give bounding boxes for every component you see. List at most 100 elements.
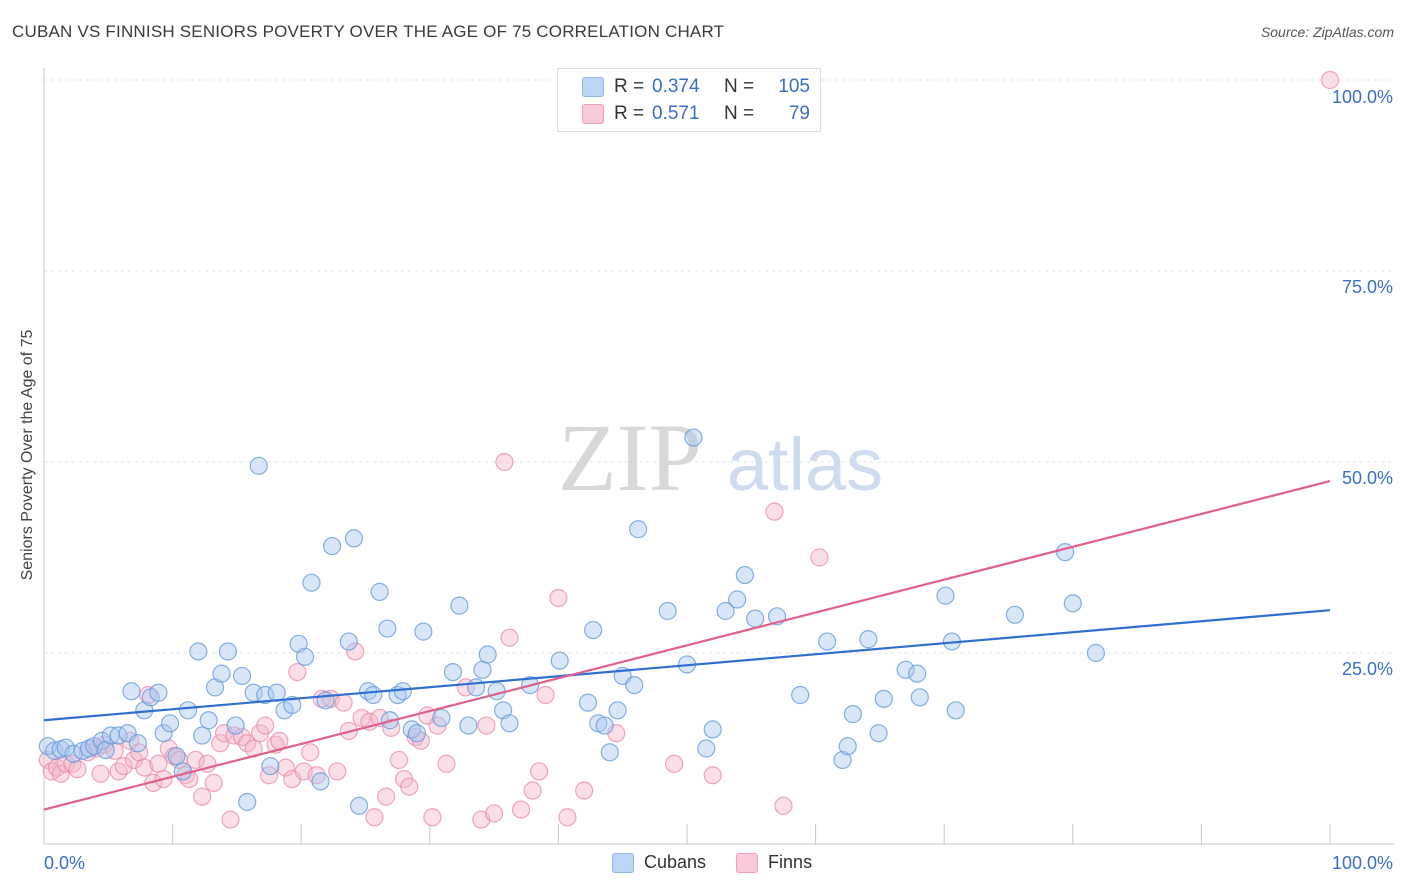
point-cubans	[283, 695, 302, 715]
point-cubans	[550, 651, 569, 670]
point-cubans	[256, 685, 275, 705]
legend-r-label: R =	[614, 103, 645, 124]
point-cubans	[625, 675, 644, 695]
point-finns	[485, 804, 504, 823]
point-cubans	[154, 724, 173, 743]
point-cubans	[193, 726, 212, 745]
point-finns	[334, 693, 353, 712]
point-finns	[400, 777, 419, 796]
legend-item-cubans: Cubans	[612, 852, 706, 873]
legend-row-finns: R = 0.571 N = 79	[582, 102, 810, 126]
point-cubans	[378, 619, 397, 638]
point-cubans	[364, 685, 383, 705]
point-cubans	[459, 716, 478, 735]
legend-label-cubans: Cubans	[644, 852, 707, 872]
point-cubans	[946, 701, 965, 720]
point-finns	[774, 796, 793, 815]
point-cubans	[608, 701, 627, 720]
point-finns	[91, 764, 110, 783]
legend-n-value: 105	[778, 76, 810, 97]
point-cubans	[218, 642, 237, 661]
point-cubans	[584, 620, 603, 640]
legend-r-label: R =	[614, 76, 645, 97]
point-cubans	[149, 683, 168, 702]
point-cubans	[167, 747, 186, 766]
point-cubans	[432, 708, 451, 728]
point-finns	[423, 808, 442, 827]
point-cubans	[173, 762, 192, 781]
point-finns	[530, 762, 549, 781]
x-tick-label-min: 0.0%	[44, 853, 85, 873]
stats-legend: R = 0.374 N = 105 R = 0.571 N = 79	[557, 68, 821, 132]
legend-label-finns: Finns	[768, 852, 813, 872]
point-cubans	[407, 724, 427, 743]
point-finns	[523, 781, 542, 800]
point-cubans	[212, 664, 231, 683]
point-cubans	[160, 714, 180, 733]
point-finns	[346, 642, 365, 661]
point-cubans	[578, 693, 598, 712]
point-finns	[68, 760, 87, 779]
point-cubans	[908, 664, 927, 683]
legend-swatch-finns	[736, 852, 759, 873]
point-cubans	[936, 586, 955, 605]
point-cubans	[249, 456, 268, 475]
y-tick-label: 25.0%	[1342, 659, 1393, 679]
point-cubans	[728, 590, 747, 609]
axes	[43, 68, 1394, 845]
point-cubans	[128, 734, 147, 753]
point-finns	[765, 502, 784, 521]
point-finns	[135, 758, 154, 777]
point-finns	[256, 716, 275, 735]
point-cubans	[716, 601, 735, 621]
watermark: ZIP atlas	[558, 404, 883, 511]
watermark-atlas: atlas	[727, 423, 883, 506]
point-cubans	[658, 601, 677, 621]
point-cubans	[450, 596, 469, 615]
point-finns	[221, 810, 240, 829]
legend-n-label: N =	[724, 76, 755, 97]
point-finns	[365, 808, 384, 827]
point-cubans	[199, 711, 218, 730]
trend-lines	[43, 480, 1331, 811]
point-finns	[495, 452, 514, 472]
x-tick-label-max: 100.0%	[1332, 853, 1393, 873]
point-finns	[575, 781, 594, 800]
point-finns	[665, 754, 684, 773]
point-cubans	[232, 666, 252, 686]
legend-n-value: 79	[788, 103, 810, 124]
point-cubans	[600, 743, 619, 762]
point-finns	[703, 766, 722, 785]
point-finns	[382, 718, 401, 737]
point-finns	[512, 800, 531, 819]
point-cubans	[295, 647, 315, 666]
point-cubans	[746, 609, 765, 628]
point-cubans	[896, 660, 915, 679]
point-finns	[1320, 70, 1340, 90]
point-cubans	[910, 688, 929, 707]
point-cubans	[735, 565, 754, 585]
point-cubans	[261, 756, 280, 776]
tick-labels: 25.0% 50.0% 75.0% 100.0% 0.0% 100.0%	[44, 87, 1393, 873]
point-finns	[204, 773, 223, 792]
point-cubans	[443, 662, 463, 682]
point-cubans	[1005, 605, 1025, 624]
point-cubans	[414, 622, 433, 641]
point-cubans	[1086, 643, 1106, 663]
point-finns	[288, 662, 307, 682]
point-cubans	[349, 796, 369, 815]
point-cubans	[178, 701, 198, 720]
point-finns	[149, 754, 168, 773]
legend-row-cubans: R = 0.374 N = 105	[582, 75, 810, 99]
point-cubans	[473, 660, 492, 679]
source-credit: Source: ZipAtlas.com	[1260, 24, 1394, 40]
point-cubans	[478, 645, 497, 664]
y-tick-label: 50.0%	[1342, 468, 1393, 488]
point-finns	[193, 787, 212, 806]
point-cubans	[238, 792, 257, 812]
point-cubans	[302, 573, 321, 592]
point-cubans	[92, 731, 111, 750]
point-finns	[109, 762, 128, 781]
point-cubans	[344, 529, 364, 548]
point-finns	[328, 762, 347, 781]
